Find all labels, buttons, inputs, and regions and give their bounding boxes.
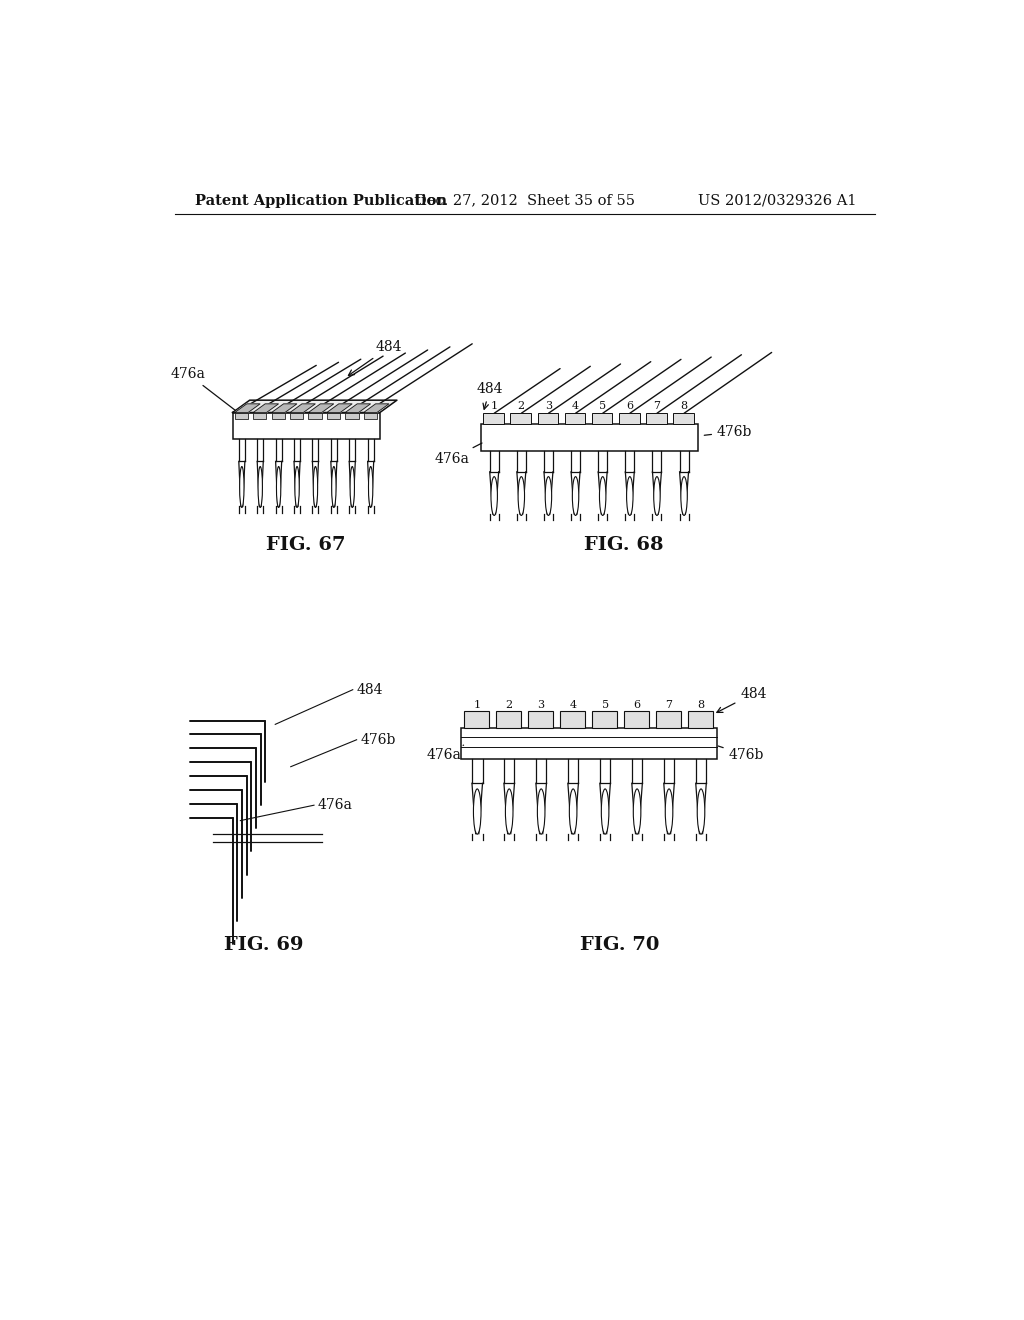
- Text: 484: 484: [477, 383, 503, 409]
- Ellipse shape: [569, 789, 577, 834]
- Bar: [234, 412, 248, 420]
- Text: FIG. 68: FIG. 68: [585, 536, 664, 553]
- Bar: [364, 412, 377, 420]
- Polygon shape: [308, 404, 334, 412]
- Bar: [497, 711, 521, 729]
- Bar: [308, 412, 322, 420]
- Ellipse shape: [313, 466, 317, 507]
- Text: 7: 7: [666, 700, 673, 710]
- Ellipse shape: [666, 789, 673, 834]
- Ellipse shape: [599, 477, 606, 515]
- Bar: [480, 424, 697, 451]
- Text: 3: 3: [545, 401, 552, 411]
- Text: 5: 5: [599, 401, 606, 411]
- Ellipse shape: [473, 789, 481, 834]
- Text: 2: 2: [506, 700, 513, 710]
- Text: 7: 7: [653, 401, 660, 411]
- Ellipse shape: [350, 466, 354, 507]
- Bar: [510, 413, 531, 424]
- Ellipse shape: [697, 789, 705, 834]
- Ellipse shape: [518, 477, 524, 515]
- Bar: [345, 412, 358, 420]
- Text: 476b: 476b: [718, 746, 764, 762]
- Ellipse shape: [653, 477, 660, 515]
- Text: 1: 1: [490, 401, 498, 411]
- Text: FIG. 69: FIG. 69: [224, 936, 303, 954]
- Polygon shape: [253, 404, 279, 412]
- Text: 4: 4: [569, 700, 577, 710]
- Text: 476a: 476a: [171, 367, 246, 418]
- Ellipse shape: [295, 466, 299, 507]
- Bar: [656, 711, 681, 729]
- Polygon shape: [232, 400, 397, 412]
- Bar: [618, 413, 640, 424]
- Ellipse shape: [633, 789, 641, 834]
- Text: Patent Application Publication: Patent Application Publication: [195, 194, 446, 207]
- Text: 8: 8: [697, 700, 705, 710]
- Bar: [483, 413, 504, 424]
- Text: 476b: 476b: [705, 425, 753, 438]
- Ellipse shape: [545, 477, 552, 515]
- Bar: [461, 729, 717, 759]
- Bar: [646, 413, 667, 424]
- Polygon shape: [234, 404, 260, 412]
- Text: 6: 6: [627, 401, 634, 411]
- Ellipse shape: [490, 477, 498, 515]
- Polygon shape: [290, 404, 315, 412]
- Bar: [271, 412, 285, 420]
- Bar: [673, 413, 694, 424]
- Text: 476a: 476a: [426, 744, 464, 762]
- Bar: [564, 413, 586, 424]
- Ellipse shape: [240, 466, 244, 507]
- Text: 3: 3: [538, 700, 545, 710]
- Bar: [253, 412, 266, 420]
- Text: 484: 484: [348, 341, 402, 375]
- Text: FIG. 70: FIG. 70: [581, 936, 659, 954]
- Ellipse shape: [627, 477, 633, 515]
- Text: 484: 484: [356, 682, 383, 697]
- Text: 1: 1: [474, 700, 481, 710]
- Text: 4: 4: [572, 401, 580, 411]
- Ellipse shape: [369, 466, 373, 507]
- Text: 476a: 476a: [317, 799, 352, 812]
- Bar: [560, 711, 585, 729]
- Ellipse shape: [506, 789, 513, 834]
- Text: 484: 484: [717, 686, 767, 713]
- Ellipse shape: [572, 477, 579, 515]
- Bar: [625, 711, 648, 729]
- Text: US 2012/0329326 A1: US 2012/0329326 A1: [698, 194, 856, 207]
- Bar: [465, 711, 488, 729]
- Text: 6: 6: [634, 700, 641, 710]
- Ellipse shape: [276, 466, 281, 507]
- Bar: [688, 711, 713, 729]
- Text: Dec. 27, 2012  Sheet 35 of 55: Dec. 27, 2012 Sheet 35 of 55: [415, 194, 635, 207]
- Text: FIG. 67: FIG. 67: [266, 536, 346, 553]
- Bar: [327, 412, 340, 420]
- Text: 5: 5: [601, 700, 608, 710]
- Bar: [592, 711, 616, 729]
- Ellipse shape: [681, 477, 687, 515]
- Text: 476a: 476a: [434, 444, 482, 466]
- Ellipse shape: [332, 466, 336, 507]
- Ellipse shape: [601, 789, 609, 834]
- Polygon shape: [271, 404, 297, 412]
- Polygon shape: [327, 404, 352, 412]
- Ellipse shape: [538, 789, 545, 834]
- Bar: [528, 711, 553, 729]
- Bar: [538, 413, 558, 424]
- Bar: [232, 412, 380, 440]
- Text: 2: 2: [518, 401, 525, 411]
- Text: 8: 8: [681, 401, 688, 411]
- Text: 476b: 476b: [360, 733, 396, 747]
- Ellipse shape: [258, 466, 262, 507]
- Polygon shape: [364, 404, 389, 412]
- Bar: [290, 412, 303, 420]
- Polygon shape: [345, 404, 371, 412]
- Bar: [592, 413, 612, 424]
